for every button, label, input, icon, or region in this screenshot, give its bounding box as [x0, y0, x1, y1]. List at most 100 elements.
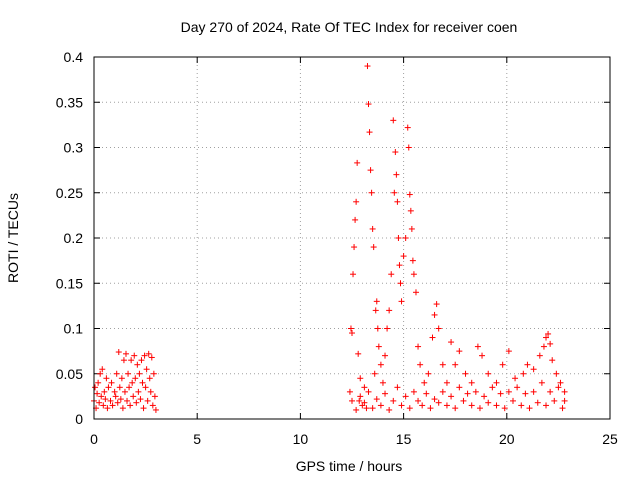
data-point [425, 370, 432, 377]
data-point [481, 393, 488, 400]
data-point [346, 388, 353, 395]
plot-frame [93, 56, 611, 420]
data-point [561, 388, 568, 395]
axis-ticks: 0 5 10 15 20 25 0 0.05 0.1 0.15 0.2 0.25 0.3 0.35 0.4 [56, 49, 618, 447]
data-point [373, 298, 380, 305]
data-point [501, 405, 508, 412]
data-point [140, 405, 147, 412]
data-point [125, 370, 132, 377]
data-point [435, 325, 442, 332]
data-point [518, 402, 525, 409]
data-point [100, 402, 107, 409]
data-point [409, 257, 416, 264]
y-tick-label: 0 [75, 411, 83, 427]
data-point [94, 390, 101, 397]
data-point [369, 225, 376, 232]
data-point [364, 63, 371, 70]
data-point [448, 393, 455, 400]
data-point [143, 366, 150, 373]
data-point [107, 397, 114, 404]
data-point [151, 393, 158, 400]
data-point [452, 405, 459, 412]
data-point [112, 393, 119, 400]
data-point [499, 361, 506, 368]
data-point [406, 405, 413, 412]
data-point [138, 357, 145, 364]
data-point [386, 406, 393, 413]
y-tick-label: 0.2 [64, 230, 84, 246]
data-point [545, 330, 552, 337]
data-point [505, 388, 512, 395]
data-point [555, 384, 562, 391]
data-point [553, 370, 560, 377]
data-point [543, 334, 550, 341]
data-point [356, 397, 363, 404]
data-point [97, 370, 104, 377]
data-point [443, 379, 450, 386]
data-point [405, 144, 412, 151]
data-point [382, 352, 389, 359]
data-point [149, 402, 156, 409]
data-point [468, 379, 475, 386]
y-axis-label: ROTI / TECUs [5, 193, 21, 283]
data-point [372, 307, 379, 314]
data-point [419, 402, 426, 409]
data-point [371, 370, 378, 377]
data-point [145, 350, 152, 357]
data-point [352, 216, 359, 223]
data-point [443, 402, 450, 409]
data-point [549, 357, 556, 364]
data-point [406, 191, 413, 198]
data-point [141, 352, 148, 359]
data-point [366, 129, 373, 136]
data-point [119, 405, 126, 412]
data-point [396, 262, 403, 269]
chart-title: Day 270 of 2024, Rate Of TEC Index for r… [181, 19, 518, 35]
data-point [536, 352, 543, 359]
y-tick-label: 0.15 [56, 275, 83, 291]
data-point [365, 388, 372, 395]
data-point [124, 397, 131, 404]
data-point [347, 325, 354, 332]
data-point [514, 384, 521, 391]
data-point [368, 189, 375, 196]
data-point [351, 244, 358, 251]
data-point [367, 167, 374, 174]
data-point [349, 397, 355, 404]
data-point [530, 366, 537, 373]
data-point [118, 375, 125, 382]
data-point [134, 361, 141, 368]
data-point [415, 343, 422, 350]
data-point [127, 402, 134, 409]
data-point [415, 397, 422, 404]
data-point [152, 406, 159, 413]
y-tick-label: 0.1 [64, 321, 84, 337]
data-point [120, 357, 127, 364]
data-point [489, 384, 496, 391]
data-point [357, 375, 364, 382]
data-point [402, 393, 409, 400]
data-point [391, 189, 398, 196]
data-point [398, 298, 405, 305]
data-point [113, 370, 120, 377]
data-point [98, 393, 105, 400]
data-point [355, 350, 362, 357]
data-point [146, 375, 153, 382]
data-point [365, 101, 372, 108]
data-point [427, 405, 434, 412]
data-point [129, 379, 136, 386]
data-point [377, 361, 384, 368]
data-point [460, 397, 467, 404]
y-tick-label: 0.3 [64, 140, 84, 156]
data-point [540, 343, 547, 350]
x-tick-label: 0 [90, 431, 98, 447]
data-point [102, 396, 109, 403]
data-point [547, 340, 554, 347]
data-point [147, 388, 154, 395]
data-point [435, 399, 442, 406]
data-point [393, 171, 400, 178]
data-point [394, 384, 401, 391]
data-point [114, 399, 121, 406]
data-point [431, 396, 438, 403]
